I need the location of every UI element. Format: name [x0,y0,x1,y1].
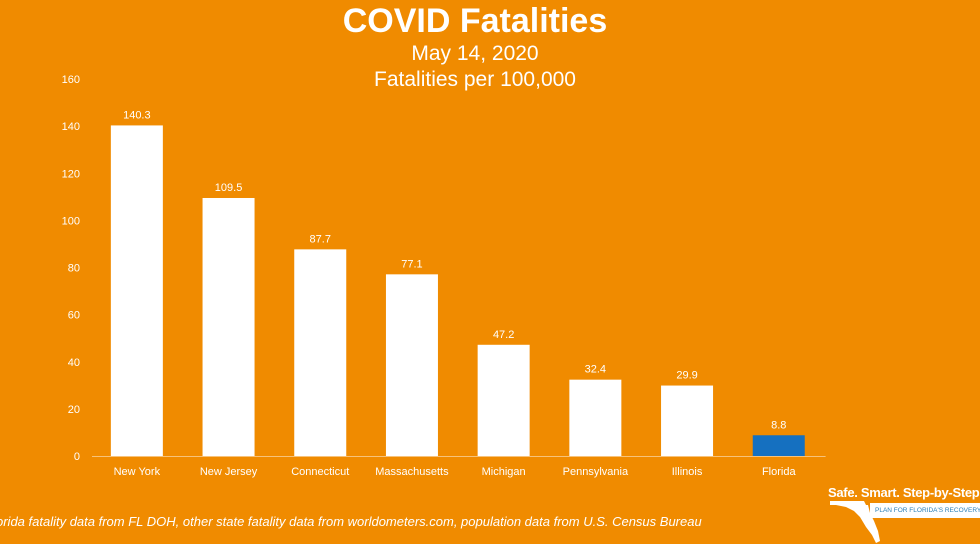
x-tick-label: Connecticut [291,466,349,478]
bar [202,197,255,456]
data-label: 109.5 [215,182,243,194]
y-tick-label: 0 [74,451,80,463]
chart-ylabel: Fatalities per 100,000 [374,68,576,91]
florida-map-icon [830,501,880,543]
source-footnote: orida fatality data from FL DOH, other s… [0,514,702,529]
y-tick-label: 60 [68,310,80,322]
data-label: 32.4 [585,364,606,376]
y-tick-label: 100 [62,215,80,227]
x-tick-label: New York [114,466,161,478]
bar [477,344,530,456]
x-tick-label: Florida [762,466,797,478]
x-tick-label: New Jersey [200,466,258,478]
bar [661,385,714,456]
x-tick-label: Illinois [672,466,703,478]
y-tick-label: 20 [68,404,80,416]
bar [569,379,622,456]
bar [385,274,438,456]
chart-title: COVID Fatalities [342,2,608,40]
data-label: 8.8 [771,419,786,431]
y-tick-label: 140 [62,121,80,133]
data-label: 140.3 [123,109,151,121]
chart-subtitle: May 14, 2020 [411,42,539,65]
logo-tagline: Safe. Smart. Step-by-Step. [828,485,980,500]
logo-plan-badge: PLAN FOR FLORIDA'S RECOVERY [870,503,980,518]
x-tick-label: Michigan [482,466,526,478]
bar [294,249,347,456]
y-tick-label: 80 [68,263,80,275]
bar [752,435,805,456]
x-tick-label: Massachusetts [375,466,449,478]
data-label: 29.9 [676,370,697,382]
bar [110,125,163,456]
data-label: 77.1 [401,258,422,270]
data-label: 87.7 [310,233,331,245]
y-tick-label: 40 [68,357,80,369]
x-tick-label: Pennsylvania [563,466,629,478]
data-label: 47.2 [493,329,514,341]
y-tick-label: 160 [62,74,80,86]
y-tick-label: 120 [62,168,80,180]
